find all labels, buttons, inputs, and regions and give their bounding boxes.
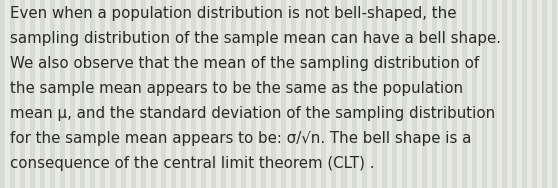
Bar: [151, 0, 156, 188]
Bar: [392, 0, 397, 188]
Bar: [40, 0, 45, 188]
Text: consequence of the central limit theorem (CLT) .: consequence of the central limit theorem…: [10, 156, 374, 171]
Bar: [352, 0, 357, 188]
Bar: [412, 0, 417, 188]
Bar: [321, 0, 326, 188]
Bar: [70, 0, 75, 188]
Bar: [231, 0, 236, 188]
Bar: [512, 0, 517, 188]
Bar: [171, 0, 176, 188]
Bar: [131, 0, 136, 188]
Text: the sample mean appears to be the same as the population: the sample mean appears to be the same a…: [10, 81, 463, 96]
Bar: [110, 0, 116, 188]
Bar: [341, 0, 347, 188]
Bar: [301, 0, 306, 188]
Bar: [452, 0, 457, 188]
Text: mean μ, and the standard deviation of the sampling distribution: mean μ, and the standard deviation of th…: [10, 106, 496, 121]
Bar: [291, 0, 296, 188]
Bar: [472, 0, 477, 188]
Bar: [251, 0, 256, 188]
Bar: [422, 0, 427, 188]
Text: Even when a population distribution is not bell-shaped, the: Even when a population distribution is n…: [10, 6, 456, 21]
Bar: [10, 0, 15, 188]
Bar: [522, 0, 527, 188]
Bar: [30, 0, 35, 188]
Bar: [442, 0, 447, 188]
Bar: [492, 0, 497, 188]
Bar: [261, 0, 266, 188]
Bar: [502, 0, 507, 188]
Bar: [402, 0, 407, 188]
Bar: [50, 0, 55, 188]
Bar: [552, 0, 557, 188]
Bar: [181, 0, 186, 188]
Bar: [532, 0, 537, 188]
Bar: [462, 0, 467, 188]
Bar: [201, 0, 206, 188]
Bar: [211, 0, 216, 188]
Bar: [362, 0, 367, 188]
Bar: [121, 0, 126, 188]
Text: for the sample mean appears to be: σ/√n. The bell shape is a: for the sample mean appears to be: σ/√n.…: [10, 131, 472, 146]
Bar: [80, 0, 85, 188]
Bar: [100, 0, 105, 188]
Bar: [60, 0, 65, 188]
Bar: [0, 0, 5, 188]
Text: We also observe that the mean of the sampling distribution of: We also observe that the mean of the sam…: [10, 56, 479, 71]
Bar: [20, 0, 25, 188]
Bar: [281, 0, 286, 188]
Bar: [432, 0, 437, 188]
Bar: [382, 0, 387, 188]
Bar: [482, 0, 487, 188]
Text: sampling distribution of the sample mean can have a bell shape.: sampling distribution of the sample mean…: [10, 31, 501, 46]
Bar: [141, 0, 146, 188]
Bar: [311, 0, 316, 188]
Bar: [90, 0, 95, 188]
Bar: [221, 0, 226, 188]
Bar: [331, 0, 336, 188]
Bar: [241, 0, 246, 188]
Bar: [161, 0, 166, 188]
Bar: [372, 0, 377, 188]
Bar: [542, 0, 547, 188]
Bar: [271, 0, 276, 188]
Bar: [191, 0, 196, 188]
